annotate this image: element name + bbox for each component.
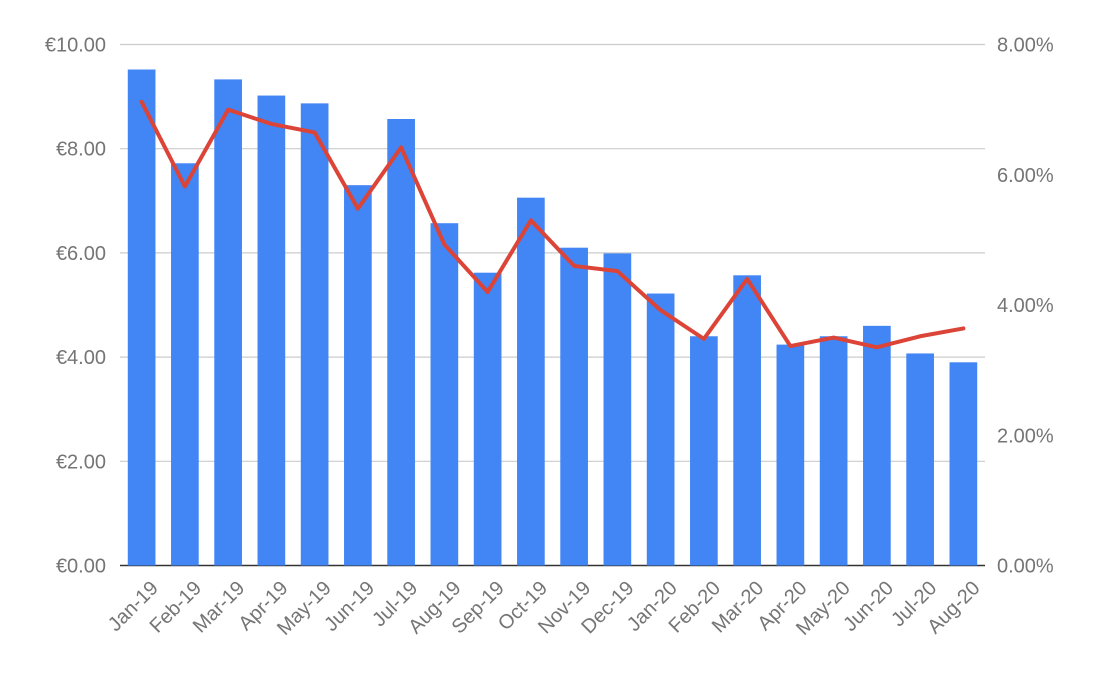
left-y-tick-label: €0.00 — [56, 556, 106, 578]
bar — [127, 69, 156, 566]
bar — [171, 163, 199, 566]
right-y-tick-label: 2.00% — [997, 425, 1054, 447]
bar — [863, 325, 891, 566]
bar-series — [127, 69, 978, 566]
x-tick-label: Jun-20 — [839, 577, 898, 636]
right-y-tick-label: 8.00% — [997, 35, 1054, 57]
bar — [733, 275, 761, 566]
bar — [300, 103, 329, 566]
left-y-tick-label: €2.00 — [56, 451, 106, 473]
bar — [560, 247, 588, 566]
bar — [646, 293, 675, 566]
bar — [344, 185, 372, 566]
left-y-tick-label: €10.00 — [45, 35, 106, 57]
right-y-tick-label: 6.00% — [997, 165, 1054, 187]
x-axis: Jan-19Feb-19Mar-19Apr-19May-19Jun-19Jul-… — [104, 577, 985, 640]
bar — [819, 336, 848, 566]
left-y-tick-label: €6.00 — [56, 243, 106, 265]
bar — [430, 223, 459, 566]
bar — [949, 362, 978, 566]
bar — [776, 344, 805, 566]
bar — [690, 336, 718, 566]
bar — [473, 272, 502, 566]
bar — [257, 95, 286, 566]
bar — [517, 197, 545, 566]
bar — [387, 119, 415, 566]
bar — [603, 253, 632, 566]
bar — [906, 353, 934, 566]
left-y-tick-label: €4.00 — [56, 347, 106, 369]
series-line — [139, 99, 966, 350]
left-y-axis: €0.00 €2.00 €4.00 €6.00 €8.00 €10.00 — [45, 35, 106, 578]
right-y-axis: 0.00% 2.00% 4.00% 6.00% 8.00% — [997, 35, 1054, 578]
gridlines — [120, 43, 985, 567]
right-y-tick-label: 0.00% — [997, 556, 1054, 578]
bar — [214, 79, 242, 566]
left-y-tick-label: €8.00 — [56, 139, 106, 161]
line-series — [139, 99, 966, 350]
right-y-tick-label: 4.00% — [997, 295, 1054, 317]
x-tick-label: Jun-19 — [320, 577, 379, 636]
